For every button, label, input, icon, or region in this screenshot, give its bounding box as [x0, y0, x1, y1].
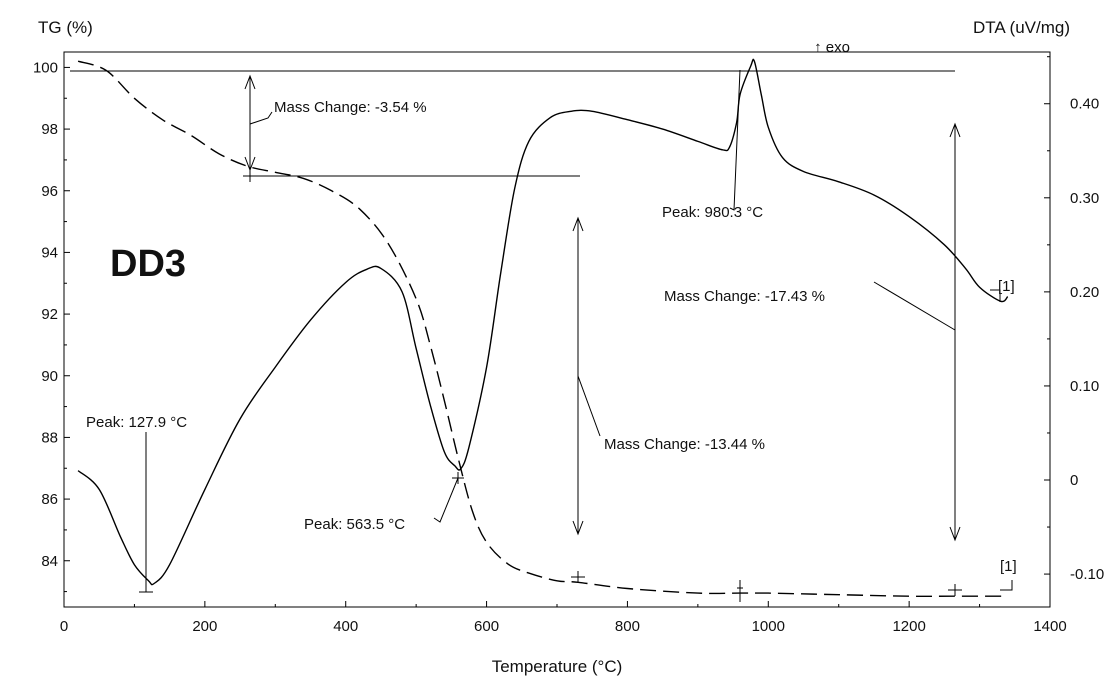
- peak-3-label: Peak: 980.3 °C: [662, 204, 763, 221]
- x-tick-label: 600: [474, 618, 499, 635]
- peak-2-leader: [433, 477, 459, 523]
- y-right-tick-label: -0.10: [1070, 566, 1104, 583]
- y-right-tick-label: 0.40: [1070, 96, 1099, 113]
- step-marker-tg: [1]: [1000, 558, 1017, 575]
- y-left-tick-label: 90: [41, 368, 58, 385]
- peak-3-leader: [729, 69, 741, 211]
- x-tick-label: 1000: [752, 618, 785, 635]
- y-right-tick-label: 0.20: [1070, 284, 1099, 301]
- y-left-tick-label: 96: [41, 183, 58, 200]
- y-left-tick-label: 88: [41, 429, 58, 446]
- y-left-tick-label: 86: [41, 491, 58, 508]
- mass-change-2-leader: [577, 375, 601, 437]
- tg-curve: [77, 60, 1008, 598]
- step-marker-dta: [1]: [998, 278, 1015, 295]
- peak-1-label: Peak: 127.9 °C: [86, 414, 187, 431]
- y-right-tick-label: 0.10: [1070, 378, 1099, 395]
- arrow-head: [244, 74, 256, 90]
- x-axis-label: Temperature (°C): [492, 657, 623, 676]
- y-axis-right-ticks: -0.10 0 0.10 0.20 0.30 0.40: [1044, 56, 1104, 583]
- x-axis-ticks: 0 200 400 600 800 1000 1200 1400: [60, 601, 1067, 635]
- step-marker-tg-leader: [1000, 580, 1013, 591]
- x-tick-label: 0: [60, 618, 68, 635]
- mass-change-2-label: Mass Change: -13.44 %: [604, 436, 765, 453]
- step-marker-dta-leader: [990, 289, 1001, 302]
- dta-curve: [77, 58, 1009, 586]
- arrow-head: [949, 526, 961, 542]
- annotation-lines: [70, 69, 1013, 602]
- y-left-tick-label: 98: [41, 121, 58, 138]
- x-tick-label: 200: [192, 618, 217, 635]
- y-right-tick-label: 0: [1070, 472, 1078, 489]
- y-left-tick-label: 100: [33, 59, 58, 76]
- mass-change-1-leader: [249, 111, 273, 125]
- y-left-tick-label: 92: [41, 306, 58, 323]
- peak-2-label: Peak: 563.5 °C: [304, 516, 405, 533]
- arrow-head: [572, 520, 584, 536]
- arrow-head: [572, 216, 584, 232]
- mass-change-1-label: Mass Change: -3.54 %: [274, 99, 427, 116]
- x-tick-label: 1200: [892, 618, 925, 635]
- y-left-tick-label: 94: [41, 244, 58, 261]
- exo-label: ↑ exo: [814, 39, 850, 56]
- series-curves: [77, 58, 1009, 598]
- y-axis-left-ticks: 84 86 88 90 92 94 96 98 100: [33, 59, 70, 593]
- y-axis-right-label: DTA (uV/mg): [973, 18, 1070, 37]
- mass-change-3-leader: [873, 281, 956, 331]
- x-tick-label: 400: [333, 618, 358, 635]
- y-axis-left-label: TG (%): [38, 18, 93, 37]
- sample-label: DD3: [110, 243, 186, 285]
- y-right-tick-label: 0.30: [1070, 190, 1099, 207]
- plot-frame: [63, 51, 1051, 608]
- mass-change-3-label: Mass Change: -17.43 %: [664, 288, 825, 305]
- x-tick-label: 1400: [1033, 618, 1066, 635]
- arrow-head: [949, 122, 961, 138]
- x-tick-label: 800: [615, 618, 640, 635]
- y-left-tick-label: 84: [41, 553, 58, 570]
